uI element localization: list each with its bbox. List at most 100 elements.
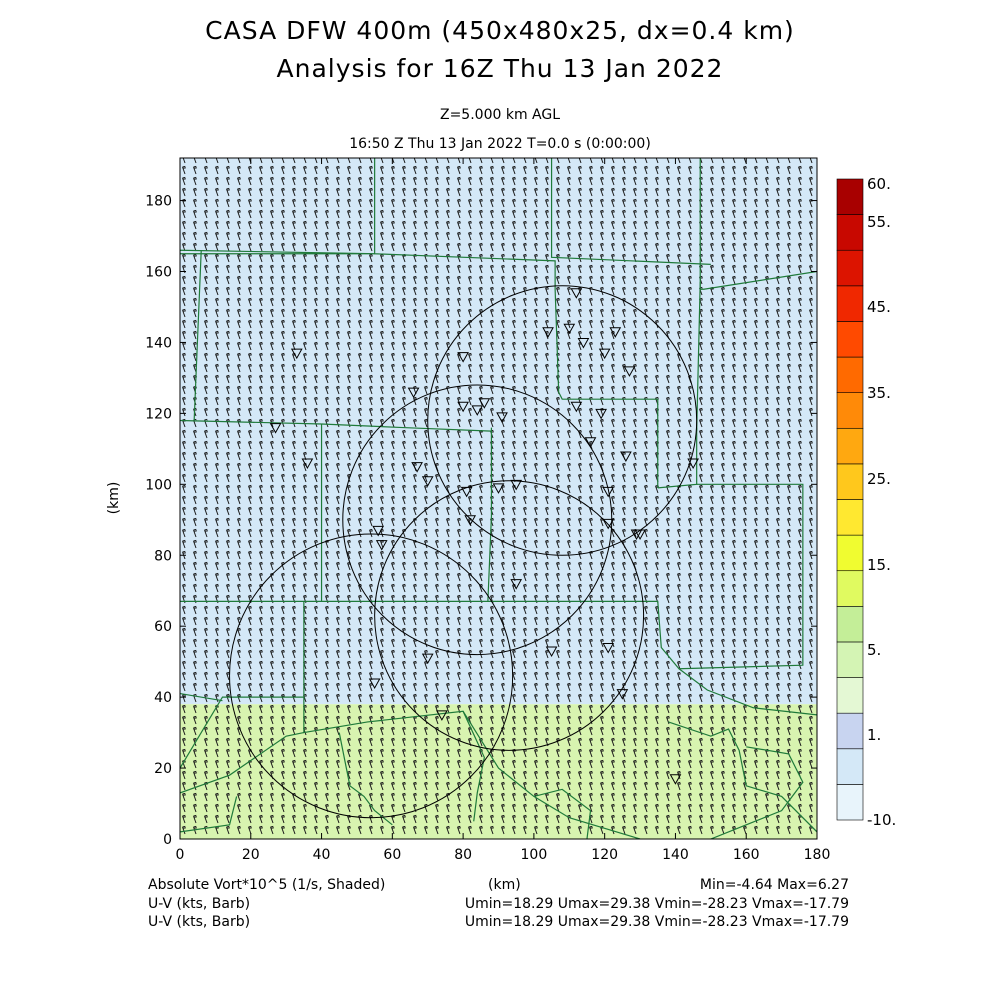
wind-barb — [369, 374, 374, 384]
wind-barb — [622, 462, 627, 472]
wind-barb — [358, 506, 363, 516]
wind-barb — [226, 462, 231, 472]
colorbar-label: 15. — [867, 556, 891, 574]
wind-barb — [424, 374, 429, 384]
wind-barb — [567, 341, 572, 351]
wind-barb — [182, 330, 187, 340]
wind-barb — [622, 374, 627, 384]
wind-barb — [424, 209, 429, 219]
wind-barb — [798, 264, 803, 274]
wind-barb — [215, 396, 220, 406]
wind-barb — [226, 330, 231, 340]
wind-barb — [402, 341, 407, 351]
wind-barb — [226, 176, 231, 186]
wind-barb — [435, 187, 440, 197]
wind-barb — [479, 484, 484, 494]
wind-barb — [457, 176, 462, 186]
wind-barb — [402, 484, 407, 494]
wind-barb — [358, 407, 363, 417]
wind-barb — [589, 385, 594, 395]
wind-barb — [259, 495, 264, 505]
wind-barb — [600, 330, 605, 340]
wind-barb — [677, 319, 682, 329]
wind-barb — [611, 385, 616, 395]
wind-barb — [556, 506, 561, 516]
wind-barb — [567, 363, 572, 373]
wind-barb — [336, 264, 341, 274]
wind-barb — [589, 209, 594, 219]
wind-barb — [589, 242, 594, 252]
wind-barb — [490, 363, 495, 373]
wind-barb — [589, 352, 594, 362]
wind-barb — [754, 253, 759, 263]
wind-barb — [281, 165, 286, 175]
wind-barb — [501, 209, 506, 219]
wind-barb — [457, 429, 462, 439]
wind-barb — [226, 275, 231, 285]
wind-barb — [358, 286, 363, 296]
wind-barb — [798, 385, 803, 395]
wind-barb — [534, 330, 539, 340]
wind-barb — [688, 495, 693, 505]
wind-barb — [600, 198, 605, 208]
wind-barb — [303, 308, 308, 318]
wind-barb — [721, 396, 726, 406]
wind-barb — [248, 220, 253, 230]
wind-barb — [644, 407, 649, 417]
wind-barb — [435, 308, 440, 318]
wind-barb — [512, 330, 517, 340]
wind-barb — [787, 165, 792, 175]
wind-barb — [754, 385, 759, 395]
wind-barb — [303, 440, 308, 450]
wind-barb — [402, 517, 407, 527]
wind-barb — [292, 275, 297, 285]
wind-barb — [424, 451, 429, 461]
wind-barb — [237, 407, 242, 417]
wind-barb — [501, 242, 506, 252]
wind-barb — [732, 187, 737, 197]
wind-barb — [479, 352, 484, 362]
wind-barb — [314, 495, 319, 505]
wind-barb — [754, 418, 759, 428]
wind-barb — [314, 308, 319, 318]
wind-barb — [743, 319, 748, 329]
wind-barb — [336, 341, 341, 351]
wind-barb — [490, 308, 495, 318]
wind-barb — [369, 319, 374, 329]
wind-barb — [512, 429, 517, 439]
wind-barb — [534, 165, 539, 175]
wind-barb — [314, 242, 319, 252]
wind-barb — [336, 429, 341, 439]
wind-barb — [600, 253, 605, 263]
wind-barb — [336, 374, 341, 384]
wind-barb — [688, 297, 693, 307]
wind-barb — [446, 209, 451, 219]
wind-barb — [644, 297, 649, 307]
wind-barb — [303, 484, 308, 494]
wind-barb — [666, 253, 671, 263]
wind-barb — [688, 506, 693, 516]
wind-barb — [292, 165, 297, 175]
wind-barb — [204, 484, 209, 494]
wind-barb — [468, 473, 473, 483]
wind-barb — [743, 407, 748, 417]
wind-barb — [457, 308, 462, 318]
wind-barb — [721, 352, 726, 362]
wind-barb — [721, 242, 726, 252]
wind-barb — [798, 341, 803, 351]
wind-barb — [688, 407, 693, 417]
wind-barb — [732, 165, 737, 175]
wind-barb — [512, 176, 517, 186]
wind-barb — [391, 396, 396, 406]
wind-barb — [314, 407, 319, 417]
wind-barb — [776, 407, 781, 417]
wind-barb — [204, 231, 209, 241]
colorbar-segment — [836, 427, 864, 465]
wind-barb — [446, 330, 451, 340]
wind-barb — [644, 242, 649, 252]
wind-barb — [622, 220, 627, 230]
wind-barb — [479, 220, 484, 230]
wind-barb — [237, 264, 242, 274]
wind-barb — [644, 462, 649, 472]
wind-barb — [578, 176, 583, 186]
